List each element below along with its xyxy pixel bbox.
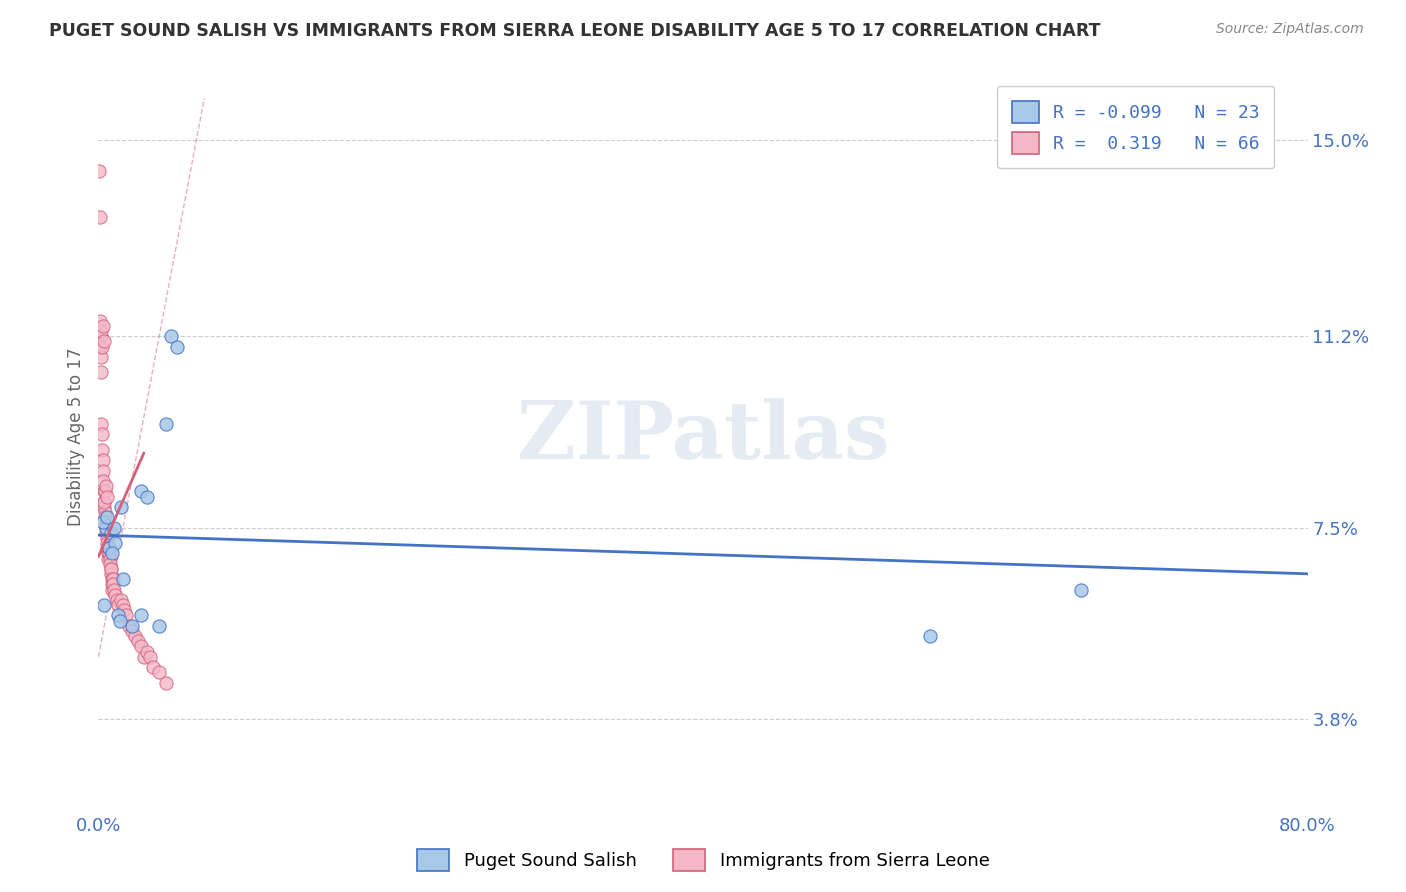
Point: [98, 541, 121, 556]
Point: [101, 572, 124, 586]
Point: [111, 598, 134, 612]
Point: [91, 318, 114, 333]
Point: [107, 598, 129, 612]
Point: [121, 618, 143, 632]
Point: [166, 340, 188, 354]
Point: [94, 520, 117, 534]
Point: [93, 598, 115, 612]
Point: [97, 551, 120, 566]
Point: [98, 551, 121, 566]
Point: [94, 520, 117, 534]
Point: [135, 490, 157, 504]
Point: [98, 557, 121, 571]
Point: [91, 453, 114, 467]
Point: [105, 592, 128, 607]
Point: [97, 546, 120, 560]
Point: [107, 608, 129, 623]
Legend: Puget Sound Salish, Immigrants from Sierra Leone: Puget Sound Salish, Immigrants from Sier…: [409, 842, 997, 879]
Point: [90, 427, 112, 442]
Point: [93, 494, 115, 508]
Point: [93, 334, 115, 349]
Point: [96, 490, 118, 504]
Point: [98, 541, 121, 556]
Point: [101, 582, 124, 597]
Point: [94, 505, 117, 519]
Point: [121, 624, 143, 638]
Point: [90, 417, 112, 432]
Point: [110, 592, 132, 607]
Point: [96, 525, 118, 540]
Point: [129, 640, 152, 654]
Point: [100, 562, 122, 576]
Point: [94, 479, 117, 493]
Point: [89, 314, 111, 328]
Point: [139, 649, 162, 664]
Point: [96, 510, 118, 524]
Point: [132, 649, 155, 664]
Point: [114, 608, 136, 623]
Point: [96, 541, 118, 556]
Point: [97, 546, 120, 560]
Point: [135, 644, 157, 658]
Point: [148, 618, 170, 632]
Point: [89, 211, 111, 225]
Point: [96, 531, 118, 545]
Point: [918, 629, 941, 643]
Legend: R = -0.099   N = 23, R =  0.319   N = 66: R = -0.099 N = 23, R = 0.319 N = 66: [997, 87, 1274, 169]
Point: [103, 582, 125, 597]
Text: PUGET SOUND SALISH VS IMMIGRANTS FROM SIERRA LEONE DISABILITY AGE 5 TO 17 CORREL: PUGET SOUND SALISH VS IMMIGRANTS FROM SI…: [49, 22, 1101, 40]
Point: [103, 577, 125, 591]
Point: [155, 417, 177, 432]
Point: [94, 510, 117, 524]
Point: [108, 614, 131, 628]
Point: [96, 536, 118, 550]
Point: [90, 324, 112, 338]
Point: [100, 572, 122, 586]
Point: [101, 577, 124, 591]
Point: [148, 665, 170, 680]
Y-axis label: Disability Age 5 to 17: Disability Age 5 to 17: [66, 348, 84, 526]
Point: [160, 329, 183, 343]
Point: [100, 562, 122, 576]
Point: [129, 608, 152, 623]
Point: [155, 675, 177, 690]
Point: [94, 516, 117, 530]
Point: [129, 484, 152, 499]
Point: [104, 536, 127, 550]
Point: [104, 588, 127, 602]
Point: [89, 164, 111, 178]
Point: [93, 494, 115, 508]
Point: [100, 567, 122, 582]
Point: [90, 329, 112, 343]
Point: [112, 603, 135, 617]
Point: [127, 634, 149, 648]
Point: [124, 629, 146, 643]
Point: [111, 572, 134, 586]
Point: [91, 516, 114, 530]
Point: [94, 484, 117, 499]
Point: [91, 442, 114, 457]
Point: [91, 474, 114, 488]
Point: [98, 546, 121, 560]
Point: [91, 464, 114, 478]
Point: [91, 340, 114, 354]
Text: ZIPatlas: ZIPatlas: [517, 398, 889, 476]
Point: [110, 500, 132, 514]
Point: [89, 340, 111, 354]
Point: [100, 525, 122, 540]
Point: [90, 366, 112, 380]
Point: [103, 520, 125, 534]
Point: [1070, 582, 1092, 597]
Point: [142, 660, 165, 674]
Point: [118, 618, 141, 632]
Point: [93, 484, 115, 499]
Point: [101, 546, 124, 560]
Point: [90, 350, 112, 364]
Point: [93, 500, 115, 514]
Text: Source: ZipAtlas.com: Source: ZipAtlas.com: [1216, 22, 1364, 37]
